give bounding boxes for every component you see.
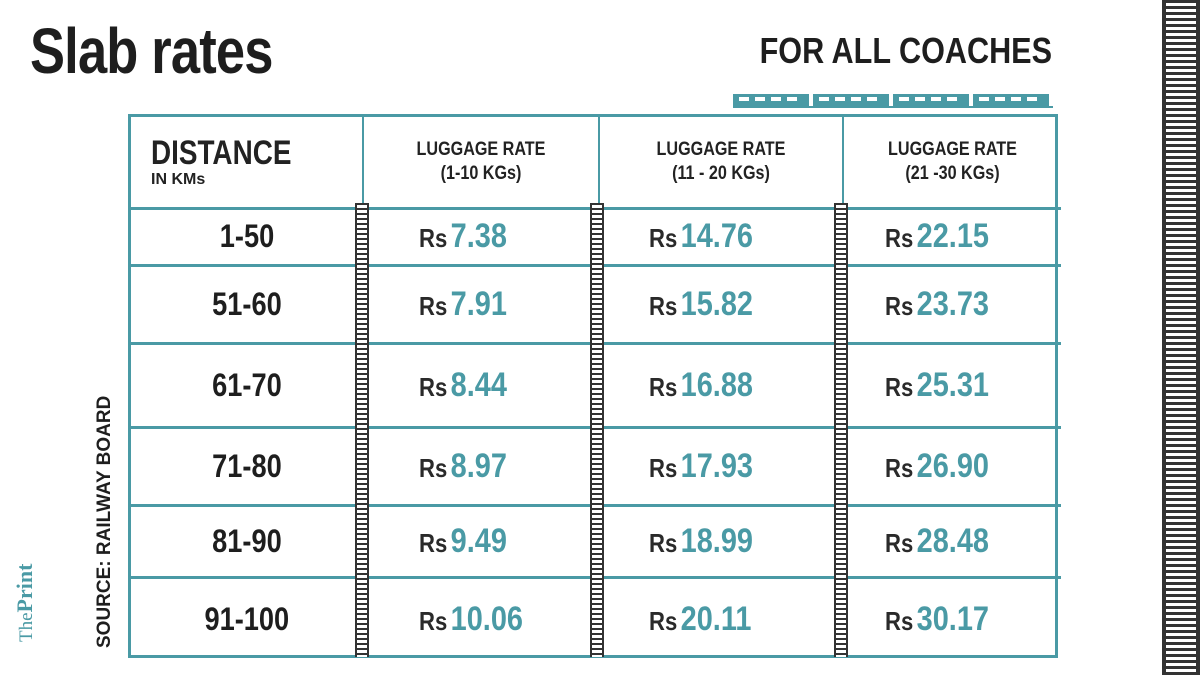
distance-cell: 61-70 xyxy=(131,343,363,429)
header-rate-label: LUGGAGE RATE xyxy=(416,138,546,160)
distance-value: 81-90 xyxy=(212,522,282,559)
header-rate-label: LUGGAGE RATE xyxy=(656,138,786,160)
logo-prefix: The xyxy=(16,612,37,642)
currency-label: Rs xyxy=(419,606,448,637)
track-divider xyxy=(355,203,369,657)
rate-cell: Rs18.99 xyxy=(599,505,843,579)
rate-cell: Rs30.17 xyxy=(843,577,1061,661)
currency-label: Rs xyxy=(885,371,914,402)
header-rate-1-10: LUGGAGE RATE (1-10 KGs) xyxy=(363,117,600,210)
currency-label: Rs xyxy=(885,223,914,253)
currency-label: Rs xyxy=(649,371,678,402)
rate-cell: Rs8.44 xyxy=(363,343,599,429)
distance-cell: 71-80 xyxy=(131,427,363,507)
rate-value: 8.97 xyxy=(450,446,507,485)
rate-value: 20.11 xyxy=(680,600,752,639)
header-rate-range: (21 -30 KGs) xyxy=(905,162,1000,184)
distance-value: 61-70 xyxy=(212,366,282,403)
rate-cell: Rs10.06 xyxy=(363,577,599,661)
rate-cell: Rs22.15 xyxy=(843,208,1061,267)
rate-value: 8.44 xyxy=(450,365,507,404)
table-row: 91-100 Rs10.06 Rs20.11 Rs30.17 xyxy=(131,577,1061,661)
header-rate-21-30: LUGGAGE RATE (21 -30 KGs) xyxy=(843,117,1061,210)
currency-label: Rs xyxy=(419,527,448,558)
currency-label: Rs xyxy=(419,371,448,402)
rate-cell: Rs15.82 xyxy=(599,265,843,345)
distance-cell: 51-60 xyxy=(131,265,363,345)
currency-label: Rs xyxy=(885,290,914,321)
currency-label: Rs xyxy=(885,606,914,637)
table-row: 51-60 Rs7.91 Rs15.82 Rs23.73 xyxy=(131,265,1061,345)
page-subtitle: FOR ALL COACHES xyxy=(759,30,1052,71)
rate-cell: Rs20.11 xyxy=(599,577,843,661)
rate-value: 16.88 xyxy=(680,365,753,404)
rate-value: 9.49 xyxy=(450,521,507,560)
currency-label: Rs xyxy=(419,452,448,483)
header-distance-label: DISTANCE xyxy=(151,134,292,173)
currency-label: Rs xyxy=(419,223,448,253)
table-header-row: DISTANCE IN KMs LUGGAGE RATE (1-10 KGs) … xyxy=(131,117,1061,210)
table-row: 61-70 Rs8.44 Rs16.88 Rs25.31 xyxy=(131,343,1061,429)
currency-label: Rs xyxy=(649,452,678,483)
distance-cell: 1-50 xyxy=(131,208,363,267)
rate-value: 25.31 xyxy=(916,365,989,404)
distance-value: 71-80 xyxy=(212,447,282,484)
track-divider xyxy=(590,203,604,657)
rate-value: 7.91 xyxy=(450,284,507,323)
rate-value: 30.17 xyxy=(916,600,989,639)
currency-label: Rs xyxy=(649,527,678,558)
railway-track-border xyxy=(1162,0,1200,675)
rate-value: 22.15 xyxy=(916,217,989,255)
currency-label: Rs xyxy=(649,606,678,637)
rate-cell: Rs17.93 xyxy=(599,427,843,507)
rate-value: 15.82 xyxy=(680,284,753,323)
rate-cell: Rs9.49 xyxy=(363,505,599,579)
currency-label: Rs xyxy=(885,452,914,483)
logo-name: Print xyxy=(12,563,37,613)
rate-cell: Rs7.38 xyxy=(363,208,599,267)
table-row: 71-80 Rs8.97 Rs17.93 Rs26.90 xyxy=(131,427,1061,507)
page-title: Slab rates xyxy=(30,15,273,87)
train-illustration xyxy=(733,94,1053,108)
slab-rates-table: DISTANCE IN KMs LUGGAGE RATE (1-10 KGs) … xyxy=(128,114,1061,661)
header-rate-range: (11 - 20 KGs) xyxy=(672,162,770,184)
rate-cell: Rs14.76 xyxy=(599,208,843,267)
table-row: 1-50 Rs7.38 Rs14.76 Rs22.15 xyxy=(131,208,1061,267)
source-note: SOURCE: RAILWAY BOARD xyxy=(94,395,115,648)
rate-value: 28.48 xyxy=(916,521,989,560)
header-distance: DISTANCE IN KMs xyxy=(131,117,364,210)
currency-label: Rs xyxy=(419,290,448,321)
rate-cell: Rs23.73 xyxy=(843,265,1061,345)
table-row: 81-90 Rs9.49 Rs18.99 Rs28.48 xyxy=(131,505,1061,579)
track-divider xyxy=(834,203,848,657)
distance-cell: 81-90 xyxy=(131,505,363,579)
rate-cell: Rs28.48 xyxy=(843,505,1061,579)
currency-label: Rs xyxy=(885,527,914,558)
rate-value: 7.38 xyxy=(450,217,507,255)
distance-value: 51-60 xyxy=(212,285,282,322)
rate-cell: Rs7.91 xyxy=(363,265,599,345)
distance-cell: 91-100 xyxy=(131,577,363,661)
rate-value: 18.99 xyxy=(680,521,753,560)
rate-value: 26.90 xyxy=(916,446,989,485)
theprint-logo: ThePrint xyxy=(12,564,38,642)
rate-cell: Rs8.97 xyxy=(363,427,599,507)
rate-value: 17.93 xyxy=(680,446,753,485)
header-rate-11-20: LUGGAGE RATE (11 - 20 KGs) xyxy=(599,117,844,210)
header-rate-range: (1-10 KGs) xyxy=(440,162,522,184)
rate-cell: Rs26.90 xyxy=(843,427,1061,507)
rate-value: 10.06 xyxy=(450,600,523,639)
rate-value: 14.76 xyxy=(680,217,753,255)
rate-cell: Rs25.31 xyxy=(843,343,1061,429)
rate-cell: Rs16.88 xyxy=(599,343,843,429)
currency-label: Rs xyxy=(649,290,678,321)
distance-value: 91-100 xyxy=(204,601,290,638)
distance-value: 1-50 xyxy=(219,218,275,254)
rate-value: 23.73 xyxy=(916,284,989,323)
header-rate-label: LUGGAGE RATE xyxy=(888,138,1017,160)
currency-label: Rs xyxy=(649,223,678,253)
header-distance-unit: IN KMs xyxy=(151,171,206,189)
